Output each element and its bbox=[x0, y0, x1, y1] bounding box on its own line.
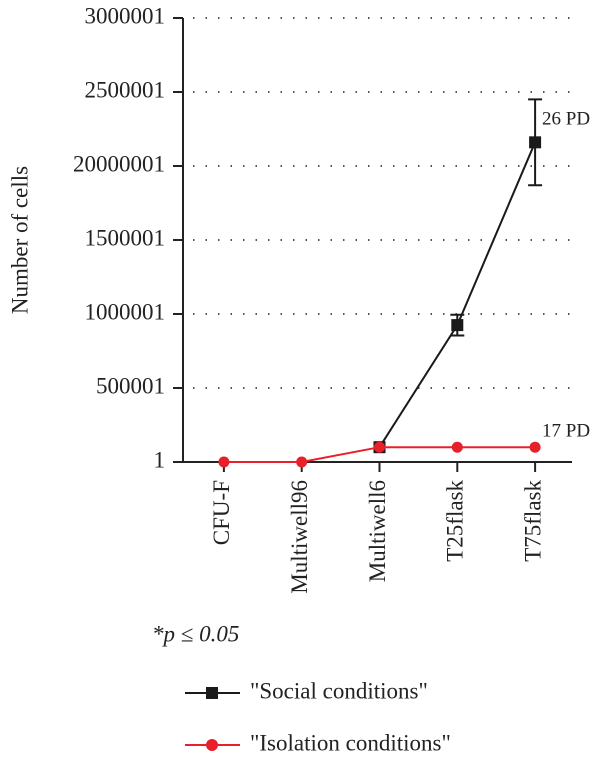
annotation: 26 PD bbox=[542, 108, 590, 129]
x-tick-label: T75flask bbox=[520, 480, 545, 562]
marker bbox=[451, 441, 463, 453]
legend-marker bbox=[206, 687, 218, 699]
x-tick-label: Multiwell96 bbox=[287, 480, 312, 594]
y-tick-label: 3000001 bbox=[85, 3, 166, 28]
x-tick-label: Multiwell6 bbox=[365, 480, 390, 582]
y-tick-label: 1500001 bbox=[85, 225, 166, 250]
marker bbox=[374, 441, 385, 453]
y-tick-label: 20000001 bbox=[73, 151, 165, 176]
marker bbox=[451, 319, 464, 332]
marker bbox=[296, 456, 308, 468]
marker bbox=[218, 456, 230, 468]
x-tick-label: CFU-F bbox=[209, 480, 234, 545]
y-tick-label: 500001 bbox=[96, 373, 165, 398]
marker bbox=[529, 136, 542, 149]
y-tick-label: 2500001 bbox=[85, 77, 166, 102]
x-tick-label: T25flask bbox=[443, 480, 468, 562]
legend-marker bbox=[206, 739, 218, 751]
y-tick-label: 1 bbox=[154, 447, 166, 472]
legend-label: "Isolation conditions" bbox=[250, 730, 451, 755]
y-axis-title: Number of cells bbox=[7, 166, 32, 314]
marker bbox=[529, 441, 541, 453]
annotation: 17 PD bbox=[542, 420, 590, 441]
y-tick-label: 1000001 bbox=[85, 299, 166, 324]
legend-label: "Social conditions" bbox=[250, 678, 428, 703]
series-line bbox=[378, 141, 537, 448]
annotation: *p ≤ 0.05 bbox=[152, 621, 239, 646]
